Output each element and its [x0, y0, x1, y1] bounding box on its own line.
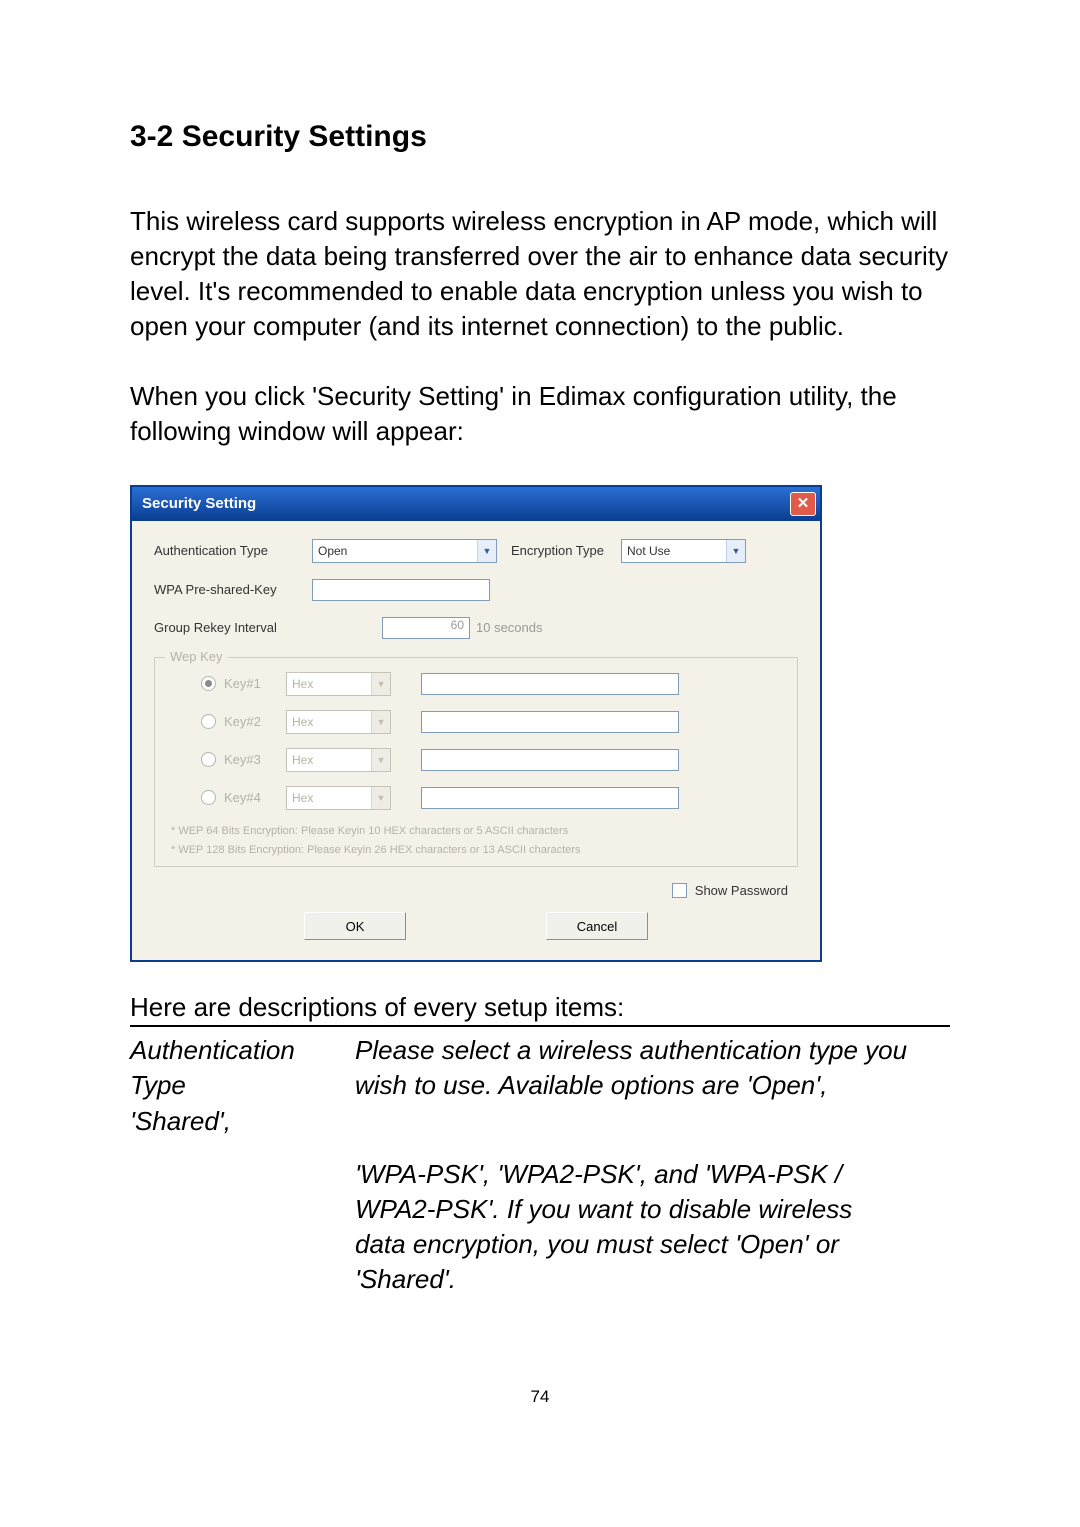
desc-term-line3: 'Shared',: [130, 1104, 355, 1139]
encryption-type-select[interactable]: Not Use ▼: [621, 539, 746, 563]
wep-key3-input[interactable]: [421, 749, 679, 771]
paragraph-2: When you click 'Security Setting' in Edi…: [130, 379, 950, 449]
psk-input[interactable]: [312, 579, 490, 601]
wep-key2-input[interactable]: [421, 711, 679, 733]
chevron-down-icon: ▼: [726, 540, 745, 562]
wep-key4-format-select[interactable]: Hex ▼: [286, 786, 391, 810]
chevron-down-icon: ▼: [477, 540, 496, 562]
desc-def-line1: Please select a wireless authentication …: [355, 1033, 950, 1068]
rekey-label: Group Rekey Interval: [154, 620, 312, 635]
desc-def2-line2: WPA2-PSK'. If you want to disable wirele…: [355, 1192, 950, 1227]
psk-label: WPA Pre-shared-Key: [154, 582, 312, 597]
chevron-down-icon: ▼: [371, 749, 390, 771]
wep-key3-label: Key#3: [224, 752, 286, 767]
wep-key2-radio[interactable]: [201, 714, 216, 729]
wep-key4-input[interactable]: [421, 787, 679, 809]
wep-key1-radio[interactable]: [201, 676, 216, 691]
wep-note-2: * WEP 128 Bits Encryption: Please Keyin …: [171, 843, 781, 858]
wep-key4-format-value: Hex: [292, 791, 313, 805]
descriptions-intro: Here are descriptions of every setup ite…: [130, 992, 950, 1023]
dialog-title: Security Setting: [142, 495, 256, 512]
wep-key2-format-value: Hex: [292, 715, 313, 729]
wep-note-1: * WEP 64 Bits Encryption: Please Keyin 1…: [171, 824, 781, 839]
desc-def-line2: wish to use. Available options are 'Open…: [355, 1068, 950, 1103]
wep-key1-format-select[interactable]: Hex ▼: [286, 672, 391, 696]
paragraph-1: This wireless card supports wireless enc…: [130, 204, 950, 344]
wep-key2-format-select[interactable]: Hex ▼: [286, 710, 391, 734]
desc-def2-line4: 'Shared'.: [355, 1262, 950, 1297]
section-heading: 3-2 Security Settings: [130, 120, 950, 154]
descriptions-table: Authentication Type 'Shared', Please sel…: [130, 1025, 950, 1297]
desc-def2-line1: 'WPA-PSK', 'WPA2-PSK', and 'WPA-PSK /: [355, 1157, 950, 1192]
rekey-input[interactable]: 60: [382, 617, 470, 639]
show-password-checkbox[interactable]: [672, 883, 687, 898]
auth-type-label: Authentication Type: [154, 543, 312, 558]
desc-term-line1: Authentication: [130, 1033, 355, 1068]
chevron-down-icon: ▼: [371, 673, 390, 695]
encryption-type-value: Not Use: [627, 544, 670, 558]
page-number: 74: [130, 1387, 950, 1407]
wep-key-legend: Wep Key: [165, 649, 228, 664]
chevron-down-icon: ▼: [371, 711, 390, 733]
wep-key4-radio[interactable]: [201, 790, 216, 805]
wep-key3-radio[interactable]: [201, 752, 216, 767]
desc-def2-line3: data encryption, you must select 'Open' …: [355, 1227, 950, 1262]
cancel-button[interactable]: Cancel: [546, 912, 648, 940]
ok-button[interactable]: OK: [304, 912, 406, 940]
dialog-titlebar: Security Setting ✕: [132, 487, 820, 521]
wep-key4-label: Key#4: [224, 790, 286, 805]
wep-key2-label: Key#2: [224, 714, 286, 729]
wep-key3-format-select[interactable]: Hex ▼: [286, 748, 391, 772]
wep-key-fieldset: Wep Key Key#1 Hex ▼ Key#2 Hex ▼: [154, 657, 798, 868]
wep-key1-input[interactable]: [421, 673, 679, 695]
encryption-type-label: Encryption Type: [511, 543, 621, 558]
auth-type-value: Open: [318, 544, 347, 558]
wep-key3-format-value: Hex: [292, 753, 313, 767]
wep-key1-label: Key#1: [224, 676, 286, 691]
wep-key1-format-value: Hex: [292, 677, 313, 691]
desc-term-line2: Type: [130, 1068, 355, 1103]
auth-type-select[interactable]: Open ▼: [312, 539, 497, 563]
chevron-down-icon: ▼: [371, 787, 390, 809]
show-password-label: Show Password: [695, 883, 788, 898]
close-button[interactable]: ✕: [790, 492, 816, 516]
rekey-unit: 10 seconds: [476, 620, 543, 635]
security-setting-dialog: Security Setting ✕ Authentication Type O…: [130, 485, 822, 963]
close-icon: ✕: [797, 496, 810, 511]
